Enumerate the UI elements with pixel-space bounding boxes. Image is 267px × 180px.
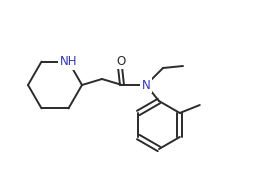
Text: NH: NH [60, 55, 77, 68]
Text: O: O [116, 55, 126, 68]
Text: N: N [142, 78, 150, 91]
